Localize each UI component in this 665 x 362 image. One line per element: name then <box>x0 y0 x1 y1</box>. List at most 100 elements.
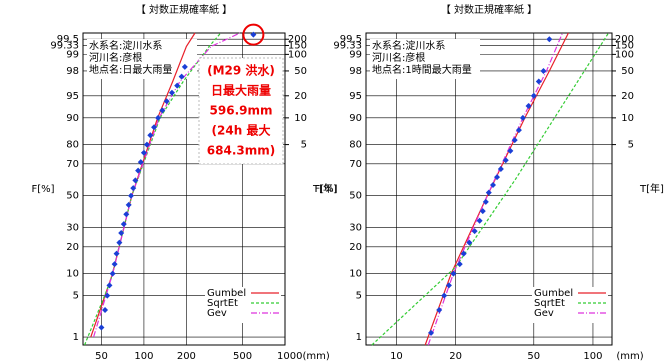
data-point <box>132 177 139 184</box>
data-point <box>135 167 142 174</box>
data-point <box>104 292 111 299</box>
data-point <box>471 228 478 235</box>
info-text: 河川名:彦根 <box>372 51 425 64</box>
x-tick-label: 10 <box>390 351 403 362</box>
data-point <box>535 78 542 85</box>
y-tick-label: 20 <box>349 242 362 253</box>
data-point <box>540 67 547 74</box>
fit-line <box>84 32 222 346</box>
info-text: 地点名:1時間最大雨量 <box>372 63 472 76</box>
data-point <box>163 98 170 105</box>
y2-tick-label: 50 <box>294 66 307 77</box>
y-tick-label: 95 <box>66 91 79 102</box>
data-point <box>530 92 537 99</box>
y-tick-label: 80 <box>349 140 362 151</box>
y-tick-label: 70 <box>66 159 79 170</box>
y-tick-label: 50 <box>349 191 362 202</box>
data-point <box>250 31 257 38</box>
y-tick-label: 80 <box>66 140 79 151</box>
info-text: 水系名:淀川水系 <box>372 39 445 52</box>
data-point <box>436 306 443 313</box>
data-point <box>525 103 532 110</box>
data-point <box>116 239 123 246</box>
y-tick-label: 99.33 <box>333 40 362 51</box>
y-tick-label: 90 <box>349 113 362 124</box>
data-point <box>118 229 125 236</box>
data-point <box>445 282 452 289</box>
y-tick-label: 99.5 <box>57 34 79 45</box>
info-box <box>370 39 480 79</box>
y2-tick-label: 20 <box>621 91 634 102</box>
data-point <box>159 107 166 114</box>
chart-title: 【 対数正規確率紙 】 <box>136 3 232 16</box>
y-tick-label: 98 <box>66 66 79 77</box>
data-point <box>519 114 526 121</box>
note-text: (24h 最大 <box>212 123 271 138</box>
data-point <box>441 292 448 299</box>
highlight-circle <box>242 23 265 46</box>
data-point <box>128 192 135 199</box>
data-point <box>450 270 457 277</box>
y-tick-label: 50 <box>66 191 79 202</box>
y2-tick-label: 100 <box>288 49 307 60</box>
data-point <box>168 89 175 96</box>
x-tick-label: 100 <box>583 351 602 362</box>
data-point <box>98 324 105 331</box>
y2-tick-label: 150 <box>615 40 634 51</box>
y-tick-label: 70 <box>349 159 362 170</box>
y2-tick-label: 50 <box>621 66 634 77</box>
note-text: (M29 洪水) <box>207 63 275 78</box>
data-point <box>137 159 144 166</box>
data-point <box>125 201 132 208</box>
y-tick-label: 1 <box>356 332 362 343</box>
data-point <box>502 157 509 164</box>
x-tick-label: 50 <box>527 351 540 362</box>
y-axis-label: F[%] <box>314 184 337 195</box>
data-point <box>155 114 162 121</box>
y2-tick-label: 5 <box>301 140 307 151</box>
y-tick-label: 95 <box>349 91 362 102</box>
data-point <box>143 141 150 148</box>
y-tick-label: 5 <box>73 291 79 302</box>
data-point <box>507 147 514 154</box>
y2-tick-label: 200 <box>615 34 634 45</box>
data-point <box>428 329 435 336</box>
y-tick-label: 1 <box>73 332 79 343</box>
data-point <box>174 82 181 89</box>
data-point <box>113 250 120 257</box>
note-text: 684.3mm) <box>207 144 275 158</box>
legend-label: Gev <box>534 308 554 319</box>
data-point <box>102 306 109 313</box>
data-point <box>140 149 147 156</box>
data-point <box>181 63 188 70</box>
y-tick-label: 99.33 <box>50 40 79 51</box>
y-tick-label: 90 <box>66 113 79 124</box>
data-point <box>109 270 116 277</box>
y-tick-label: 5 <box>356 291 362 302</box>
legend-label: Gev <box>207 308 227 319</box>
x-tick-label: 1000(mm) <box>277 351 330 362</box>
y2-tick-label: 5 <box>628 140 634 151</box>
data-point <box>511 137 518 144</box>
data-point <box>151 124 158 131</box>
x-tick-label: 200 <box>177 351 196 362</box>
data-point <box>120 221 127 228</box>
y-tick-label: 98 <box>349 66 362 77</box>
data-point <box>515 127 522 134</box>
legend-label: SqrtEt <box>207 298 238 309</box>
legend-label: Gumbel <box>534 288 573 299</box>
data-point <box>476 217 483 224</box>
x-axis-label: (mm) <box>616 351 643 362</box>
y-axis-label: F[%] <box>31 184 54 195</box>
data-point <box>482 198 489 205</box>
data-point <box>485 189 492 196</box>
y-tick-label: 99 <box>66 49 79 60</box>
chart-title: 【 対数正規確率紙 】 <box>441 3 537 16</box>
x-tick-label: 100 <box>134 351 153 362</box>
data-point <box>147 132 154 139</box>
y2-tick-label: 20 <box>294 91 307 102</box>
data-point <box>494 174 501 181</box>
y-tick-label: 30 <box>349 223 362 234</box>
data-point <box>497 165 504 172</box>
